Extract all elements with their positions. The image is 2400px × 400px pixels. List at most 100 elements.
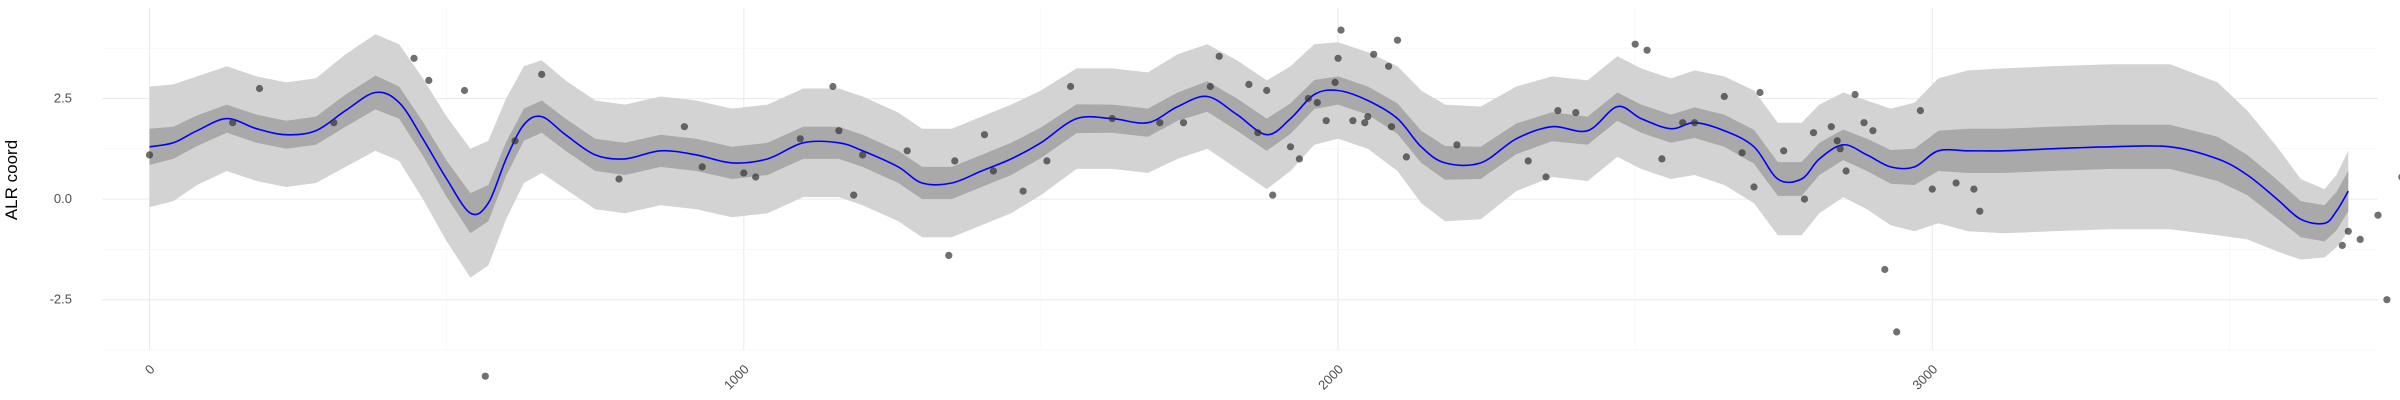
confidence-bands xyxy=(149,34,2349,278)
data-point xyxy=(1970,185,1978,193)
data-point xyxy=(1263,86,1271,95)
data-point xyxy=(1067,82,1075,91)
data-point xyxy=(1334,54,1342,62)
data-point xyxy=(1337,26,1345,34)
data-point xyxy=(752,173,760,181)
data-point xyxy=(1893,328,1901,336)
data-point xyxy=(1860,119,1868,127)
x-tick-label: 0 xyxy=(142,362,158,378)
data-point xyxy=(1385,62,1393,70)
data-point xyxy=(1679,119,1687,127)
data-point xyxy=(859,151,867,159)
data-point xyxy=(1304,94,1312,103)
data-point xyxy=(1836,145,1844,153)
data-point xyxy=(1331,78,1339,86)
data-point xyxy=(1631,40,1639,48)
data-point xyxy=(255,84,264,93)
data-point xyxy=(1156,119,1164,127)
data-point xyxy=(1206,82,1214,91)
data-point xyxy=(1453,141,1461,149)
data-point xyxy=(1756,88,1764,97)
data-point xyxy=(951,157,959,165)
data-point xyxy=(1572,109,1580,117)
smooth-fit-line xyxy=(149,89,2349,225)
data-point xyxy=(1738,149,1746,157)
data-point xyxy=(1524,157,1532,165)
data-point xyxy=(1179,119,1188,127)
data-point xyxy=(410,54,418,62)
data-point xyxy=(1322,117,1330,125)
y-tick-label: -2.5 xyxy=(50,292,72,307)
data-point xyxy=(2356,235,2364,243)
data-point xyxy=(980,131,989,139)
data-point xyxy=(796,135,804,143)
data-point xyxy=(680,123,689,131)
data-point xyxy=(538,70,546,78)
data-point xyxy=(1364,113,1372,121)
data-point xyxy=(1108,115,1116,123)
data-point xyxy=(1402,153,1410,161)
data-point xyxy=(945,251,953,259)
y-tick-label: 0.0 xyxy=(54,191,72,206)
data-point xyxy=(1313,99,1321,107)
data-point xyxy=(615,175,623,183)
data-point xyxy=(481,372,489,380)
data-point xyxy=(330,119,338,127)
smooth-line-layer xyxy=(149,89,2349,225)
data-point xyxy=(2374,211,2382,219)
data-point xyxy=(1916,107,1924,115)
data-point xyxy=(1245,80,1253,88)
data-point xyxy=(511,137,519,145)
data-point xyxy=(1976,207,1984,215)
data-point xyxy=(1542,173,1550,181)
data-point xyxy=(460,86,469,95)
data-point xyxy=(1833,137,1841,145)
data-point xyxy=(1370,50,1378,58)
data-point xyxy=(1881,265,1889,274)
data-point xyxy=(1643,46,1651,54)
data-point xyxy=(835,127,843,135)
data-point xyxy=(1019,187,1027,195)
data-point xyxy=(1658,155,1666,163)
data-point xyxy=(1254,129,1262,137)
data-point xyxy=(1780,147,1788,155)
data-point xyxy=(1043,157,1051,165)
data-point xyxy=(829,82,837,91)
outer-confidence-band xyxy=(149,34,2349,278)
data-point xyxy=(1800,195,1809,203)
data-point xyxy=(903,147,911,155)
data-point xyxy=(989,167,998,175)
data-point xyxy=(1827,123,1835,131)
data-point xyxy=(1349,117,1357,125)
data-point xyxy=(1720,92,1728,101)
inner-confidence-band xyxy=(149,75,2349,242)
data-point xyxy=(229,119,237,127)
data-point xyxy=(1952,179,1960,187)
data-point xyxy=(1387,123,1396,131)
x-tick-label: 2000 xyxy=(1315,362,1346,393)
data-point xyxy=(2344,227,2352,235)
data-point xyxy=(1269,191,1277,199)
data-point xyxy=(2383,296,2391,304)
y-axis-title: ALR coord xyxy=(2,140,21,220)
data-point xyxy=(1554,107,1562,115)
data-point xyxy=(1928,185,1936,193)
data-point xyxy=(1869,127,1877,135)
data-point xyxy=(1361,119,1369,127)
data-point xyxy=(1851,90,1859,99)
y-tick-label: 2.5 xyxy=(54,91,72,106)
data-point xyxy=(698,163,706,171)
data-point xyxy=(1750,183,1758,191)
x-tick-label: 1000 xyxy=(721,362,752,393)
data-point xyxy=(145,151,154,159)
data-point xyxy=(1215,52,1223,60)
data-point xyxy=(850,191,858,199)
data-point xyxy=(1691,119,1699,127)
data-point xyxy=(1842,167,1850,175)
scatter-points xyxy=(145,26,2400,380)
x-tick-label: 3000 xyxy=(1909,362,1940,393)
data-point xyxy=(2338,241,2346,249)
data-point xyxy=(1295,155,1303,163)
